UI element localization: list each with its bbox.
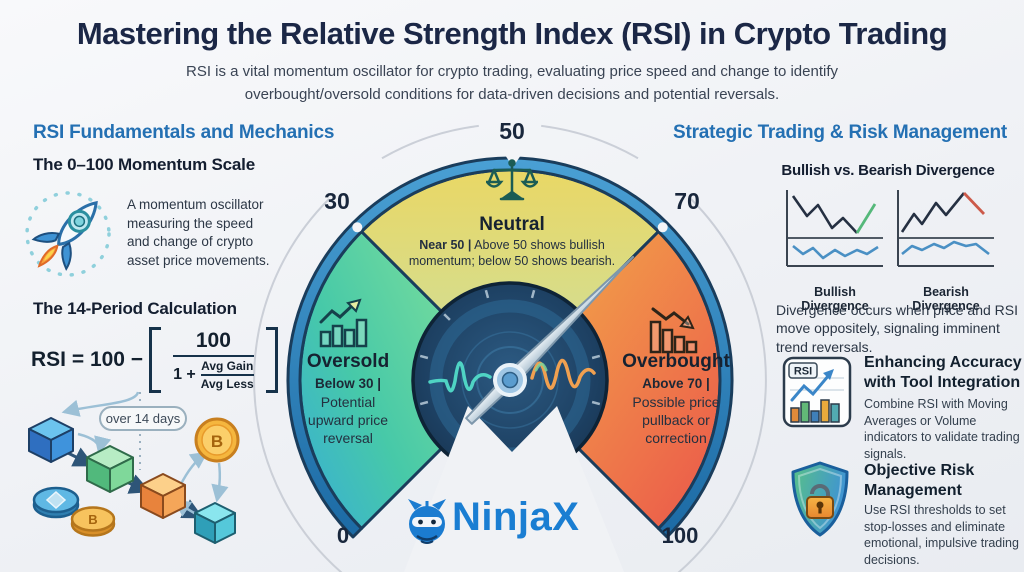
overbought-title: Overbought [622,351,730,372]
balance-scale-icon [486,159,538,201]
chart-up-icon [319,298,368,348]
risk-heading: Objective Risk Management [864,462,975,499]
gauge-tick-50: 50 [499,118,525,144]
formula-bracket-left [149,327,162,393]
rsi-icon-label: RSI [794,366,812,378]
ethereum-coin [32,486,80,519]
bullish-divergence-label: Bullish Divergence [801,285,869,313]
overbought-threshold: Above 70 | [642,376,710,391]
svg-text:B: B [211,432,223,451]
needle-hub-center [501,371,519,389]
ninja-helmet-icon [408,499,446,544]
left-section-title: RSI Fundamentals and Mechanics [33,122,335,143]
waveform-right-green [534,362,548,372]
bitcoin-coin: B [194,417,240,463]
formula-denominator-prefix: 1 + [173,366,196,383]
oversold-title: Oversold [306,351,390,372]
oversold-threshold: Below 30 | [314,376,382,391]
svg-text:B: B [88,512,97,527]
calculation-heading: The 14-Period Calculation [33,299,237,318]
waveform-left [428,361,492,393]
crypto-cube-teal [194,502,236,544]
gauge-tick-30: 30 [324,188,350,214]
overbought-description: Possible price pullback or correction [632,394,720,447]
oversold-description: Potential upward price reversal [307,394,389,447]
divergence-body: Divergence occurs when price and RSI mov… [776,302,1019,355]
formula-avg-loss: Avg Less [200,377,254,391]
rocket-icon [25,191,111,277]
gauge-tick-100: 100 [661,523,699,548]
bearish-divergence-label: Bearish Divergence [912,285,980,313]
neutral-title: Neutral [479,214,545,235]
bullish-divergence-chart [786,190,883,267]
tools-body: Combine RSI with Moving Averages or Volu… [864,397,1020,461]
bearish-divergence-chart [897,190,994,267]
neutral-threshold: Near 50 | [419,238,472,252]
gauge-tick-70: 70 [674,188,700,214]
neutral-description-text: Above 50 shows bullish momentum; below 5… [408,238,616,269]
crypto-cube-orange [140,473,186,519]
rim-notch-70 [657,222,668,233]
momentum-scale-heading: The 0–100 Momentum Scale [33,155,255,174]
risk-body: Use RSI thresholds to set stop-losses an… [864,503,1019,567]
right-section-title: Strategic Trading & Risk Management [672,122,1008,143]
price-line-reversal [962,192,986,215]
bitcoin-coin-small: B [70,506,116,537]
crypto-cube-green [86,445,134,493]
mountain-cutout [404,406,624,572]
neutral-description: Near 50 | Above 50 shows bullish momentu… [392,237,632,270]
page-subtitle: RSI is a vital momentum oscillator for c… [185,63,838,103]
period-label-pill: over 14 days [99,406,187,431]
price-line [791,195,858,234]
crypto-cube-blue [28,417,74,463]
gauge-rim [286,156,734,539]
chart-down-icon [649,307,698,354]
shield-lock-icon [791,461,849,537]
momentum-scale-body: A momentum oscillator measuring the spee… [127,197,270,268]
waveform-right [530,358,596,390]
tools-heading: Enhancing Accuracy with Tool Integration [864,354,1022,391]
calculation-flow-diagram: B B [28,391,240,544]
rim-notch-30 [352,222,363,233]
rsi-tool-icon: RSI [782,356,852,428]
rsi-line [901,240,990,256]
rsi-line [792,244,879,260]
rim-top-notch [501,149,525,167]
price-line-reversal [855,203,877,234]
decorative-arcs [253,124,767,572]
rsi-formula: RSI = 100 − 100 1 + Avg Gain Avg Less [31,327,278,393]
formula-bracket-right [265,327,278,393]
formula-lhs: RSI = 100 − [31,348,144,371]
divergence-heading: Bullish vs. Bearish Divergence [781,162,995,179]
brand-logo-text: NinjaX [452,495,580,539]
formula-numerator: 100 [195,329,231,352]
gauge-tick-0: 0 [336,523,350,548]
price-line [900,192,966,233]
formula-fraction: 100 1 + Avg Gain Avg Less [167,329,260,391]
page-title: Mastering the Relative Strength Index (R… [76,16,948,51]
formula-avg-gain: Avg Gain [201,359,254,373]
